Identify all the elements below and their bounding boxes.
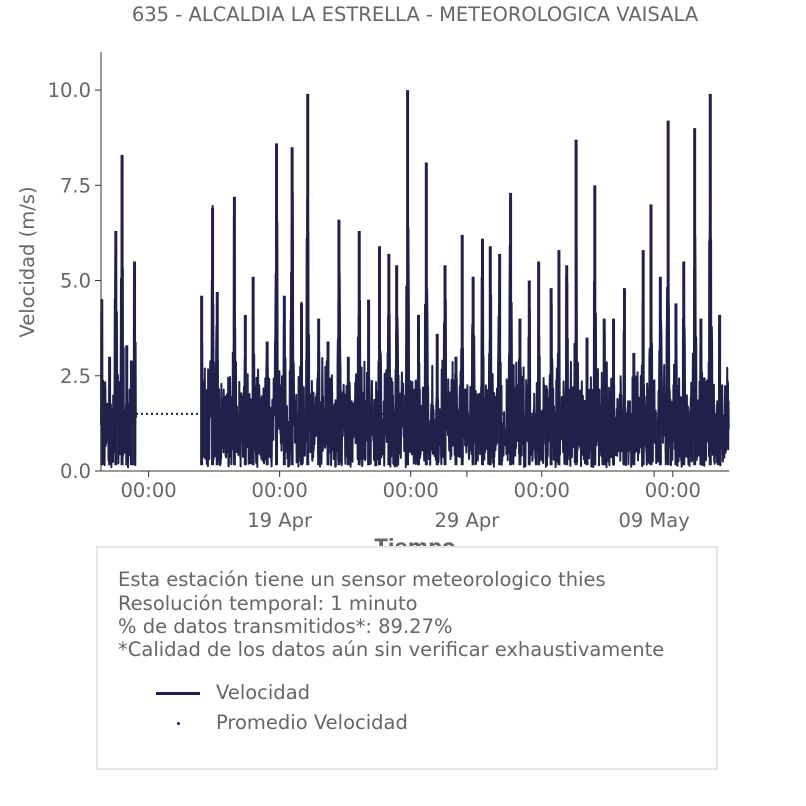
legend-line-swatch [156, 692, 200, 695]
legend-label-velocidad: Velocidad [216, 681, 311, 704]
info-resolution: Resolución temporal: 1 minuto [118, 592, 418, 615]
info-sensor: Esta estación tiene un sensor meteorolog… [118, 568, 606, 591]
x-tick-label: 00:00 [120, 479, 176, 502]
info-quality-note: *Calidad de los datos aún sin verificar … [118, 638, 665, 661]
y-tick-label: 0.0 [60, 460, 91, 483]
legend-dot-swatch [177, 722, 180, 725]
plot-area [100, 90, 730, 469]
legend-label-promedio: Promedio Velocidad [216, 711, 408, 734]
x-tick-label: 00:00 [252, 479, 308, 502]
chart-title: 635 - ALCALDIA LA ESTRELLA - METEOROLOGI… [132, 3, 699, 26]
velocidad-series-line [200, 136, 730, 469]
x-tick-label: 00:00 [514, 479, 570, 502]
y-tick-label: 7.5 [60, 174, 91, 197]
x-date-label: 19 Apr [247, 509, 313, 532]
x-tick-label: 00:00 [645, 479, 701, 502]
y-tick-label: 10.0 [48, 79, 91, 102]
y-axis-label: Velocidad (m/s) [16, 186, 39, 337]
x-tick-label: 00:00 [383, 479, 439, 502]
axes: 0.0 2.5 5.0 7.5 10.0 00:00 00:00 19 Apr 00:00 29 … [48, 52, 729, 532]
info-transmitted: % de datos transmitidos*: 89.27% [118, 615, 453, 638]
x-date-label: 09 May [618, 509, 689, 532]
info-box: Esta estación tiene un sensor meteorolog… [96, 546, 718, 770]
y-tick-label: 5.0 [60, 270, 91, 293]
y-tick-label: 2.5 [60, 365, 91, 388]
x-date-label: 29 Apr [435, 509, 501, 532]
